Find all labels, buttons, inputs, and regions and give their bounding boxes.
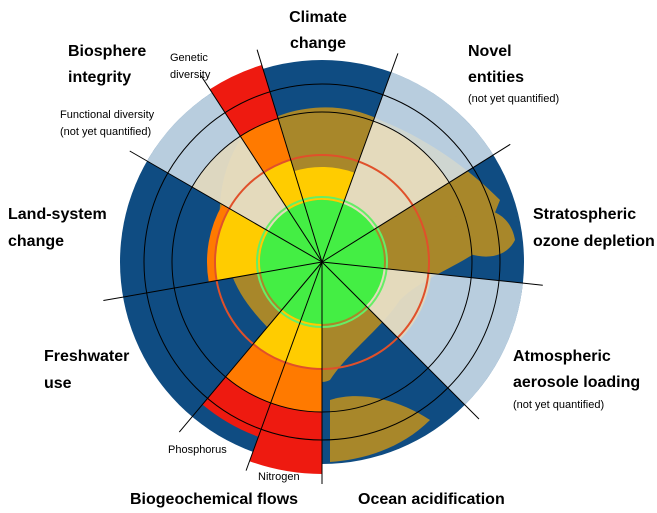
label: entities (468, 69, 524, 86)
label: Freshwater (44, 348, 129, 365)
boundary-wedge (282, 262, 322, 321)
spoke (129, 150, 323, 263)
boundary-wedge (270, 362, 322, 412)
label: Biogeochemical flows (130, 491, 298, 508)
boundary-wedge (322, 240, 362, 267)
land (330, 396, 430, 462)
label: (not yet quantified) (513, 399, 604, 411)
label: Climate (289, 9, 347, 26)
boundary-wedge (285, 320, 322, 369)
label: Biosphere (68, 43, 146, 60)
spoke (321, 143, 511, 263)
label: Novel (468, 43, 512, 60)
label: Nitrogen (258, 471, 300, 483)
spoke (178, 261, 323, 433)
boundary-wedge (225, 343, 286, 403)
labels: Climate change Biosphere integrity Genetic di… (8, 9, 655, 508)
boundary-wedge (202, 376, 271, 437)
boundary-wedge (209, 65, 279, 137)
boundary-wedge (214, 208, 269, 281)
spoke (321, 53, 399, 263)
label: Phosphorus (168, 444, 227, 456)
label: (not yet quantified) (60, 126, 151, 138)
boundary-wedge (253, 309, 301, 363)
label: change (8, 233, 64, 250)
spoke (103, 261, 323, 302)
label: Atmospheric (513, 348, 611, 365)
boundary-wedge (249, 402, 322, 474)
spoke (245, 261, 323, 471)
label: Ocean acidification (358, 491, 505, 508)
label: integrity (68, 69, 131, 86)
spoke (256, 49, 323, 263)
boundary-wedge (288, 202, 322, 262)
boundary-wedge (206, 204, 230, 282)
label: change (290, 35, 346, 52)
label: diversity (170, 69, 211, 81)
wheel (103, 49, 543, 484)
spoke (321, 261, 543, 286)
label: aerosole loading (513, 374, 640, 391)
label: ozone depletion (533, 233, 655, 250)
boundary-wedge (260, 231, 322, 273)
boundary-wedge (267, 262, 322, 305)
boundary-wedge (322, 262, 364, 320)
spoke (200, 75, 323, 263)
label: Genetic (170, 52, 208, 64)
label: use (44, 375, 72, 392)
boundary-wedge (240, 118, 291, 173)
boundary-wedge (303, 199, 344, 262)
label: Stratospheric (533, 206, 636, 223)
label: Functional diversity (60, 109, 155, 121)
label: Land-system (8, 206, 107, 223)
boundary-wedge (263, 159, 304, 211)
label: (not yet quantified) (468, 93, 559, 105)
boundary-wedge (294, 167, 355, 204)
spoke (321, 261, 480, 420)
